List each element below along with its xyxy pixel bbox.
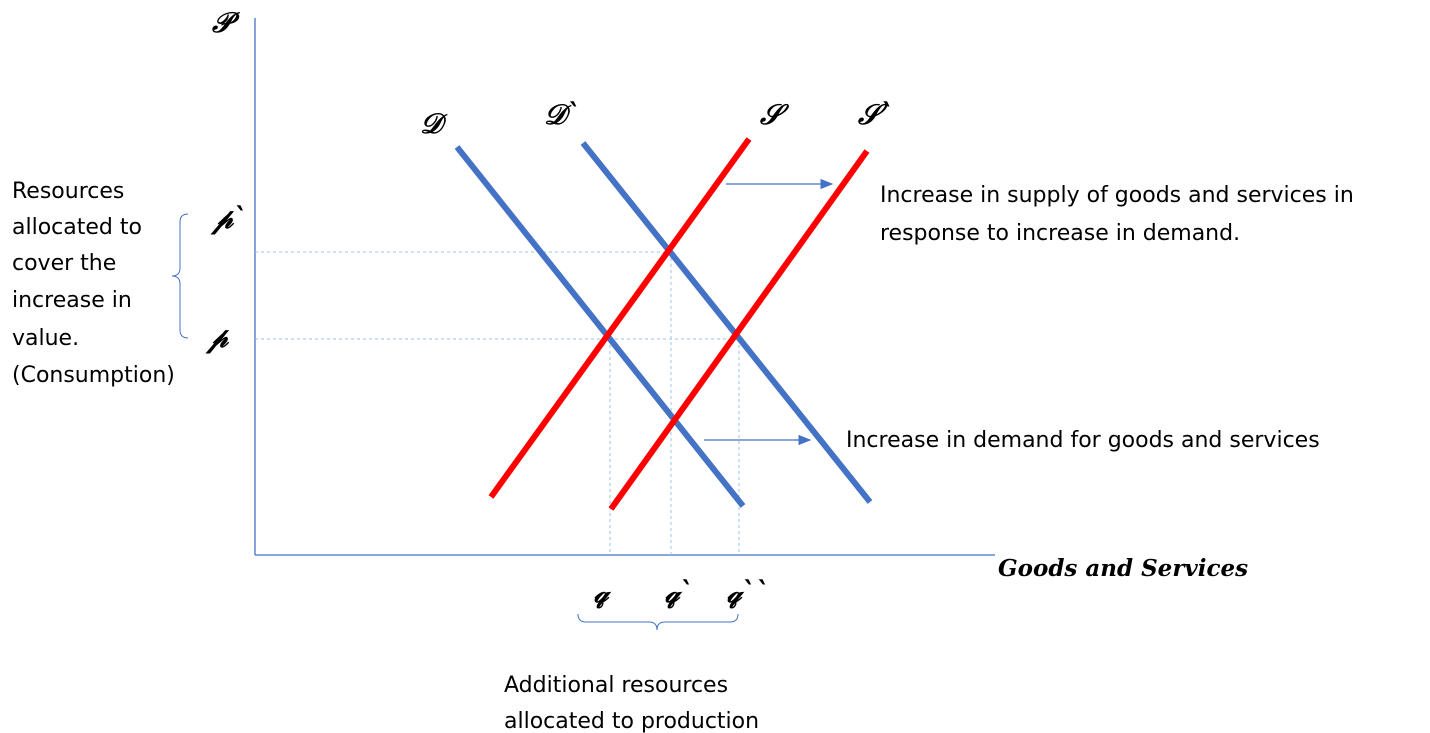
supply-shifted-curve	[608, 149, 870, 511]
price-tick-p: 𝓅	[205, 321, 230, 354]
price-tick-p-prime: 𝓅`	[210, 202, 247, 235]
left-annotation-line: value.	[12, 326, 79, 351]
bottom-annotation-line: Additional resources	[504, 673, 728, 698]
demand-shift-annotation: Increase in demand for goods and service…	[846, 428, 1320, 453]
quantity-tick-q-prime: 𝓆`	[665, 576, 693, 609]
left-annotation: Resources allocated to cover the increas…	[12, 179, 175, 388]
y-axis-label: 𝒫	[211, 6, 240, 39]
supply-shift-annotation-line: Increase in supply of goods and services…	[880, 183, 1354, 208]
quantity-tick-q-double-prime: 𝓆``	[727, 576, 769, 609]
demand-curve	[454, 145, 746, 508]
left-annotation-line: cover the	[12, 251, 116, 276]
demand-shifted-curve	[580, 141, 873, 504]
supply-shift-annotation-line: response to increase in demand.	[880, 221, 1240, 246]
left-annotation-line: allocated to	[12, 215, 142, 240]
supply-curve	[488, 137, 752, 499]
demand-shifted-label: 𝒟`	[544, 98, 580, 131]
supply-shift-annotation: Increase in supply of goods and services…	[880, 183, 1354, 246]
left-brace	[171, 213, 189, 339]
quantity-tick-q: 𝓆	[594, 576, 612, 609]
supply-label: 𝒮	[759, 98, 790, 131]
supply-shifted-label: 𝒮`	[857, 98, 894, 131]
left-annotation-line: Resources	[12, 179, 124, 204]
bottom-brace	[577, 613, 739, 631]
bottom-annotation: Additional resources allocated to produc…	[504, 673, 759, 733]
bottom-annotation-line: allocated to production	[504, 709, 759, 733]
left-annotation-line: increase in	[12, 288, 132, 313]
demand-label: 𝒟	[420, 107, 448, 140]
left-annotation-line: (Consumption)	[12, 363, 175, 388]
x-axis-label: Goods and Services	[998, 555, 1248, 582]
